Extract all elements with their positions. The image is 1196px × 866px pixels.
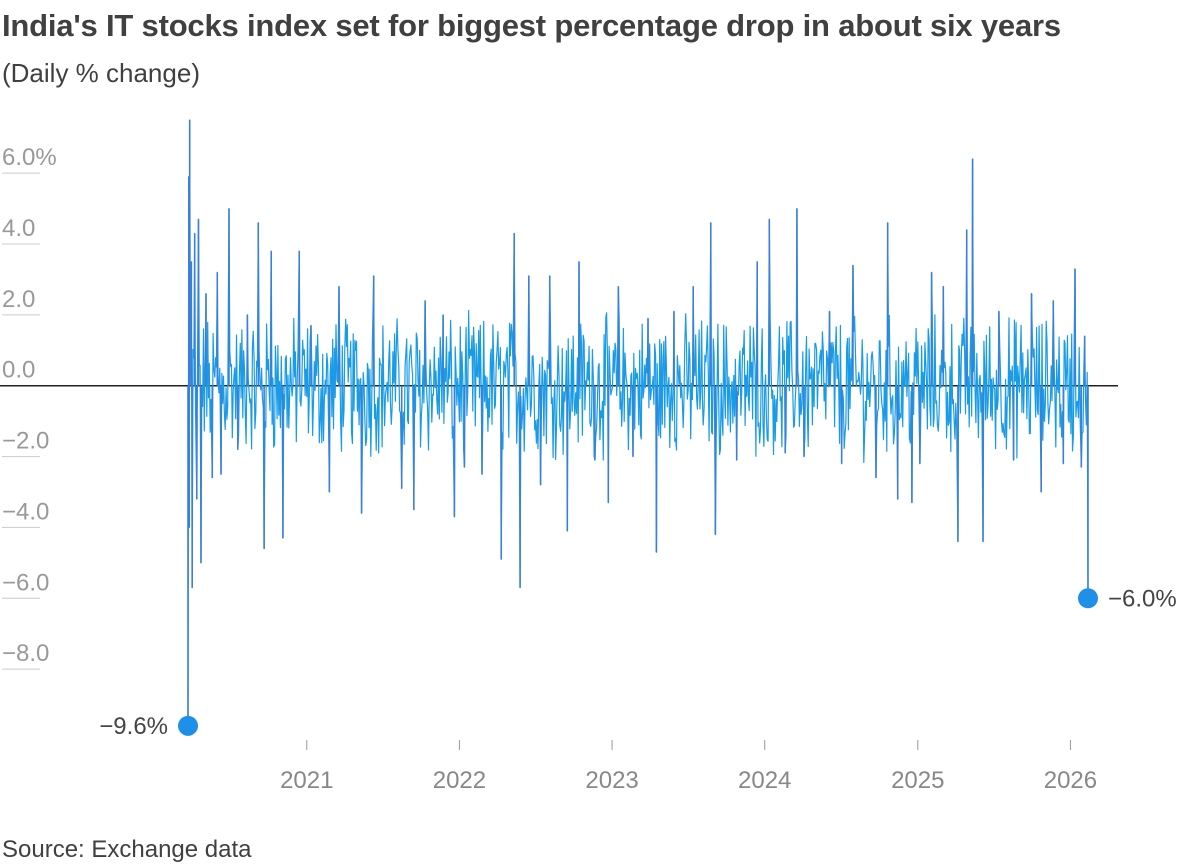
y-tick-label: 4.0 — [2, 215, 35, 242]
annotations-group: −9.6% −6.0% — [99, 585, 1176, 740]
y-tick-label: −8.0 — [2, 640, 49, 667]
x-axis: 2021 2022 2023 2024 2025 2026 — [280, 740, 1097, 794]
x-tick-label: 2024 — [738, 767, 791, 794]
annotation-dot — [1078, 588, 1098, 609]
series-line — [187, 119, 1089, 726]
chart-subtitle: (Daily % change) — [2, 58, 200, 88]
y-tick-label: −4.0 — [2, 498, 49, 525]
annotation-label: −9.6% — [99, 713, 168, 740]
y-tick-label: 2.0 — [2, 286, 35, 313]
y-tick-label: 0.0 — [2, 357, 35, 384]
source-note: Source: Exchange data — [2, 836, 252, 863]
x-tick-label: 2026 — [1044, 767, 1097, 794]
y-tick-label: −2.0 — [2, 428, 49, 455]
y-tick-label: 6.0% — [2, 144, 57, 171]
annotation-dot — [178, 715, 198, 736]
x-tick-label: 2021 — [280, 767, 333, 794]
x-tick-label: 2022 — [433, 767, 486, 794]
y-tick-label: −6.0 — [2, 569, 49, 596]
annotation-label: −6.0% — [1108, 585, 1177, 612]
series-group — [187, 119, 1089, 726]
chart-title: India's IT stocks index set for biggest … — [2, 8, 1061, 43]
x-tick-label: 2023 — [585, 767, 638, 794]
x-tick-label: 2025 — [891, 767, 944, 794]
